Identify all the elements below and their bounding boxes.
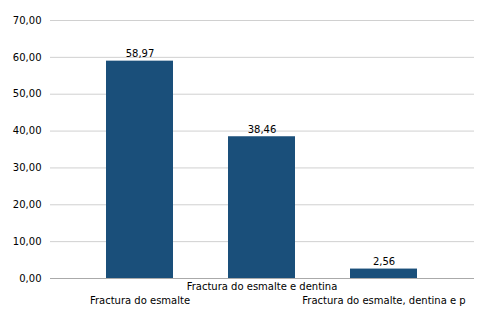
svg-text:50,00: 50,00 xyxy=(13,88,42,99)
svg-text:70,00: 70,00 xyxy=(13,15,42,26)
svg-text:2,56: 2,56 xyxy=(373,256,395,267)
svg-text:20,00: 20,00 xyxy=(13,199,42,210)
svg-text:58,97: 58,97 xyxy=(126,48,155,59)
svg-text:Fractura do esmalte: Fractura do esmalte xyxy=(90,295,190,306)
svg-text:30,00: 30,00 xyxy=(13,162,42,173)
svg-text:60,00: 60,00 xyxy=(13,52,42,63)
svg-text:Fractura do esmalte e dentina: Fractura do esmalte e dentina xyxy=(187,281,338,292)
svg-text:38,46: 38,46 xyxy=(248,124,277,135)
svg-text:10,00: 10,00 xyxy=(13,236,42,247)
svg-text:0,00: 0,00 xyxy=(19,273,41,284)
svg-text:40,00: 40,00 xyxy=(13,125,42,136)
svg-text:Fractura do esmalte, dentina e: Fractura do esmalte, dentina e p xyxy=(302,295,465,306)
